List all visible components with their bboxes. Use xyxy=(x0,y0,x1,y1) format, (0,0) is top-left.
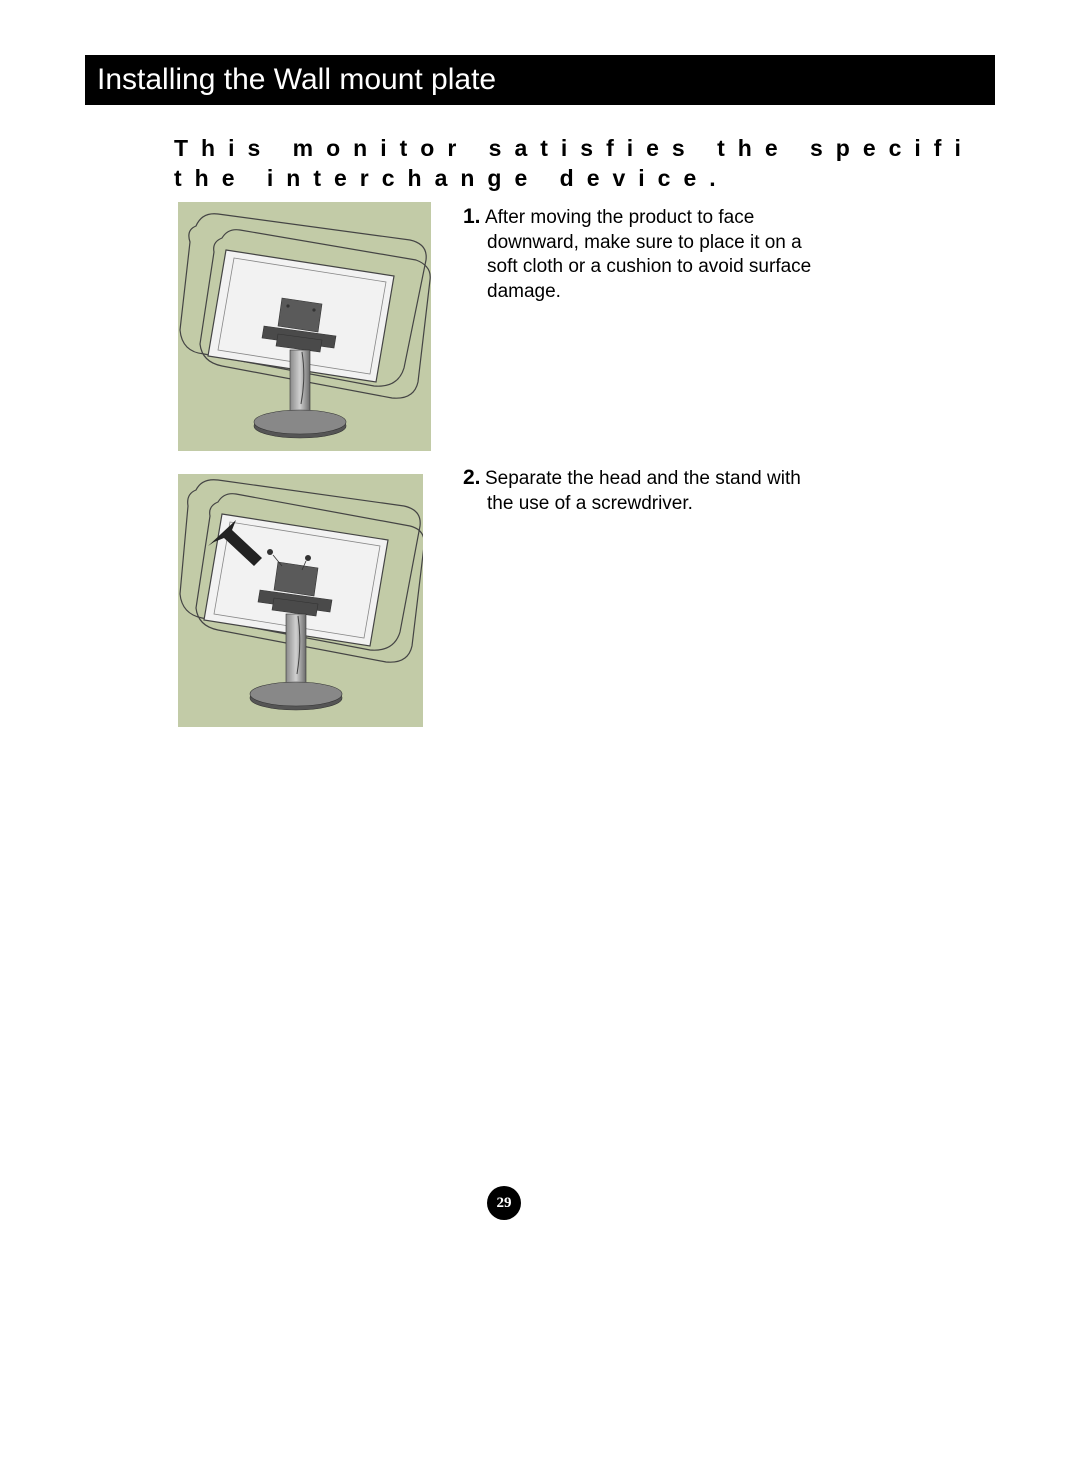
step-1-illustration xyxy=(178,202,431,451)
intro-line-2: the interchange device. xyxy=(174,164,974,194)
page-number-badge: 29 xyxy=(487,1186,521,1220)
section-title: Installing the Wall mount plate xyxy=(97,63,496,97)
step-2-body-first: Separate the head and the stand with xyxy=(485,468,801,489)
step-2-illustration xyxy=(178,474,423,727)
step-1-text: 1. After moving the product to face down… xyxy=(463,205,823,305)
step-2-number: 2. xyxy=(463,466,481,489)
section-header: Installing the Wall mount plate xyxy=(85,55,995,105)
step-1-number: 1. xyxy=(463,205,481,228)
page-number: 29 xyxy=(497,1195,512,1212)
intro-text: This monitor satisfies the specifi the i… xyxy=(174,134,974,194)
step-2-body-rest: the use of a screwdriver. xyxy=(487,492,823,517)
intro-line-1: This monitor satisfies the specifi xyxy=(174,134,974,164)
step-1-body-first: After moving the product to face xyxy=(485,207,754,228)
step-2-text: 2. Separate the head and the stand with … xyxy=(463,466,823,516)
step-1-body-rest: downward, make sure to place it on a sof… xyxy=(487,231,823,305)
